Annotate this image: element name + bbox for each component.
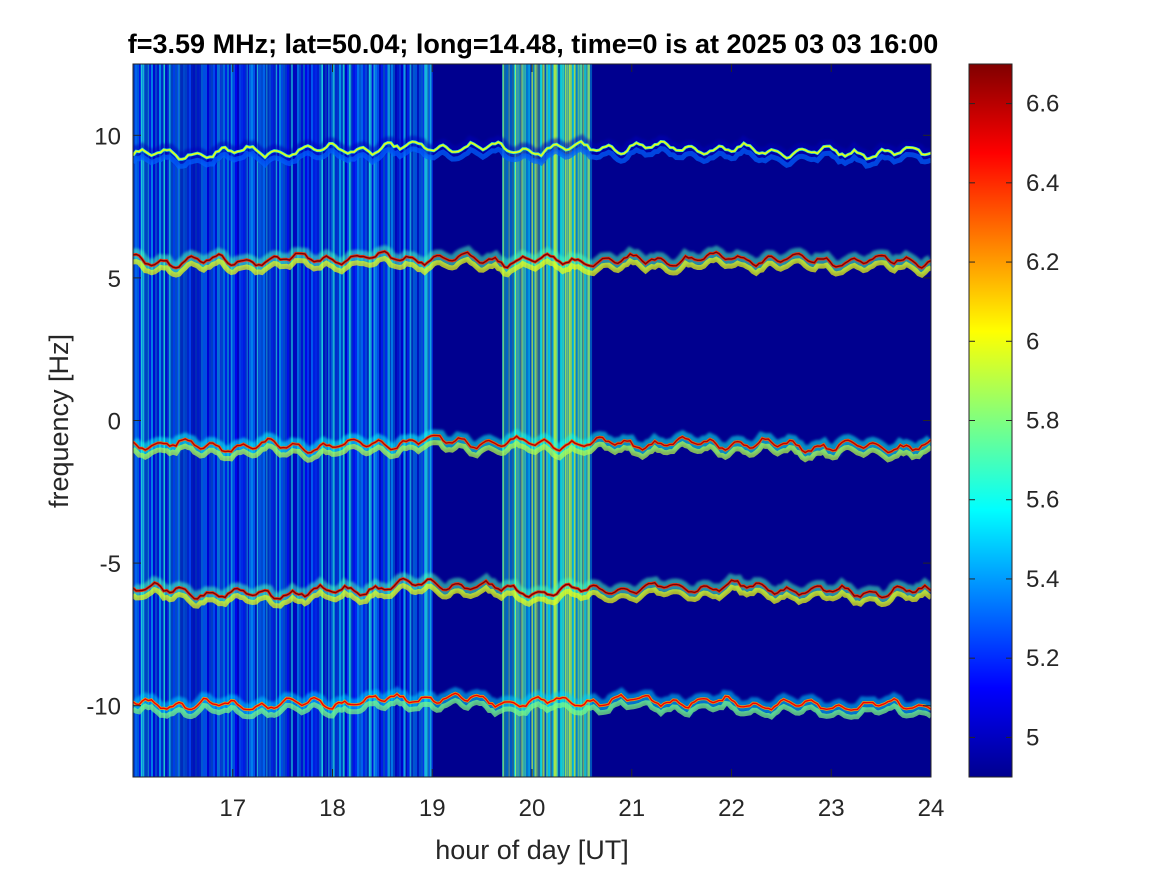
x-tick-label: 23 xyxy=(818,795,845,822)
x-tick-label: 17 xyxy=(219,795,246,822)
trace-line xyxy=(133,572,931,609)
x-axis-label: hour of day [UT] xyxy=(435,835,629,865)
trace-line xyxy=(133,686,931,720)
colorbar-ticks: 6.6 6.4 6.2 6 5.8 5.6 5.4 5.2 5 xyxy=(969,91,1059,751)
colorbar xyxy=(968,63,1013,778)
x-axis-ticks: 17 18 19 20 21 22 23 24 xyxy=(219,64,944,822)
x-tick-label: 22 xyxy=(718,795,745,822)
trace-line xyxy=(133,133,931,169)
heatmap-area xyxy=(133,64,931,777)
x-tick-label: 20 xyxy=(519,795,546,822)
noise-region xyxy=(502,64,593,777)
y-tick-label: 10 xyxy=(94,123,121,150)
colorbar-tick-label: 5.2 xyxy=(1026,645,1059,672)
colorbar-tick-label: 6.4 xyxy=(1026,170,1059,197)
x-tick-label: 24 xyxy=(918,795,945,822)
y-axis-label: frequency [Hz] xyxy=(44,334,74,508)
x-tick-label: 19 xyxy=(419,795,446,822)
y-axis-ticks: 10 5 0 -5 -10 xyxy=(86,123,931,721)
y-tick-label: -5 xyxy=(100,551,121,578)
x-tick-label: 18 xyxy=(319,795,346,822)
colorbar-tick-label: 6.2 xyxy=(1026,249,1059,276)
colorbar-tick-label: 5.6 xyxy=(1026,487,1059,514)
y-tick-label: 0 xyxy=(108,409,121,436)
colorbar-tick-label: 6 xyxy=(1026,328,1039,355)
colorbar-tick-label: 6.6 xyxy=(1026,91,1059,118)
colorbar-tick-label: 5.8 xyxy=(1026,408,1059,435)
y-tick-label: 5 xyxy=(108,266,121,293)
noise-region xyxy=(133,64,433,777)
x-tick-label: 21 xyxy=(618,795,645,822)
trace-line xyxy=(133,244,931,278)
colorbar-tick-label: 5 xyxy=(1026,724,1039,751)
colorbar-tick-label: 5.4 xyxy=(1026,566,1059,593)
chart-title: f=3.59 MHz; lat=50.04; long=14.48, time=… xyxy=(128,29,938,59)
y-tick-label: -10 xyxy=(86,694,121,721)
trace-line xyxy=(133,428,931,463)
